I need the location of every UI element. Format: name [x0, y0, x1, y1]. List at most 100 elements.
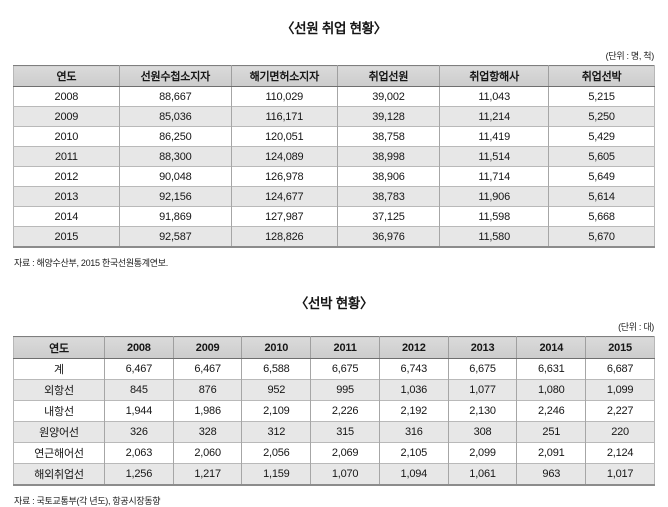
value-cell: 38,998 — [336, 146, 440, 167]
table-row: 2012 90,048 126,978 38,906 11,714 5,649 — [13, 166, 655, 187]
column-header: 2011 — [310, 336, 380, 359]
row-label-cell: 계 — [13, 358, 105, 380]
value-cell: 38,906 — [336, 166, 440, 187]
value-cell: 2,069 — [310, 442, 380, 464]
value-cell: 995 — [310, 379, 380, 401]
value-cell: 1,256 — [104, 463, 174, 485]
value-cell: 5,215 — [548, 86, 655, 107]
table-row: 외항선 845 876 952 995 1,036 1,077 1,080 1,099 — [13, 379, 655, 401]
value-cell: 116,171 — [230, 106, 338, 127]
table-row: 2009 85,036 116,171 39,128 11,214 5,250 — [13, 106, 655, 127]
value-cell: 6,588 — [241, 358, 311, 380]
table-row: 연근해어선 2,063 2,060 2,056 2,069 2,105 2,099 2,091… — [13, 442, 655, 464]
column-header: 연도 — [13, 336, 105, 359]
value-cell: 308 — [447, 421, 517, 443]
value-cell: 2,091 — [516, 442, 586, 464]
column-header: 2009 — [172, 336, 242, 359]
row-label-cell: 2012 — [13, 166, 120, 187]
row-label-cell: 외항선 — [13, 379, 105, 401]
header-row: 연도 2008 2009 2010 2011 2012 2013 2014 2015 — [13, 336, 655, 359]
column-header: 2008 — [104, 336, 174, 359]
row-label-cell: 2011 — [13, 146, 120, 167]
value-cell: 11,214 — [439, 106, 549, 127]
table-row: 2011 88,300 124,089 38,998 11,514 5,605 — [13, 146, 655, 167]
value-cell: 11,598 — [439, 206, 549, 227]
row-label-cell: 연근해어선 — [13, 442, 105, 464]
value-cell: 2,063 — [104, 442, 174, 464]
value-cell: 128,826 — [230, 226, 338, 247]
value-cell: 1,986 — [172, 400, 242, 422]
table1-title: 〈선원 취업 현황〉 — [280, 21, 388, 36]
value-cell: 312 — [241, 421, 311, 443]
value-cell: 845 — [104, 379, 174, 401]
table-row: 해외취업선 1,256 1,217 1,159 1,070 1,094 1,061 963 1,… — [13, 463, 655, 485]
value-cell: 36,976 — [336, 226, 440, 247]
value-cell: 92,587 — [118, 226, 232, 247]
value-cell: 1,094 — [378, 463, 449, 485]
ship-status-section: 〈선박 현황〉 (단위 : 대) 연도 2008 2009 2010 2011 2012 2… — [0, 269, 668, 507]
table-row: 내항선 1,944 1,986 2,109 2,226 2,192 2,130 2,246 2,… — [13, 400, 655, 422]
column-header: 해기면허소지자 — [230, 65, 338, 87]
value-cell: 251 — [516, 421, 586, 443]
value-cell: 11,714 — [439, 166, 549, 187]
value-cell: 6,467 — [104, 358, 174, 380]
column-header: 2013 — [447, 336, 517, 359]
table-row: 2015 92,587 128,826 36,976 11,580 5,670 — [13, 226, 655, 247]
value-cell: 5,250 — [548, 106, 655, 127]
value-cell: 127,987 — [230, 206, 338, 227]
row-label-cell: 2014 — [13, 206, 120, 227]
value-cell: 1,061 — [447, 463, 517, 485]
value-cell: 5,649 — [548, 166, 655, 187]
seafarer-employment-section: 〈선원 취업 현황〉 (단위 : 명, 척) 연도 선원수첩소지자 해기면허소지자 취… — [13, 21, 655, 268]
value-cell: 5,670 — [548, 226, 655, 247]
value-cell: 6,467 — [172, 358, 242, 380]
value-cell: 876 — [172, 379, 242, 401]
column-header: 취업선박 — [548, 65, 655, 87]
value-cell: 120,051 — [230, 126, 338, 147]
value-cell: 2,192 — [378, 400, 449, 422]
value-cell: 326 — [104, 421, 174, 443]
value-cell: 1,099 — [585, 379, 655, 401]
value-cell: 6,675 — [447, 358, 517, 380]
value-cell: 315 — [310, 421, 380, 443]
column-header: 2012 — [378, 336, 449, 359]
value-cell: 11,580 — [439, 226, 549, 247]
value-cell: 2,246 — [516, 400, 586, 422]
seafarer-employment-table: 연도 선원수첩소지자 해기면허소지자 취업선원 취업항해사 취업선박 2008 88,667 1… — [13, 65, 655, 248]
value-cell: 328 — [172, 421, 242, 443]
value-cell: 5,614 — [548, 186, 655, 207]
document-page: 〈선원 취업 현황〉 (단위 : 명, 척) 연도 선원수첩소지자 해기면허소지자 취… — [13, 21, 655, 506]
value-cell: 1,077 — [447, 379, 517, 401]
ship-status-table: 연도 2008 2009 2010 2011 2012 2013 2014 2015 계 6,467… — [13, 336, 655, 486]
value-cell: 316 — [378, 421, 449, 443]
table-row: 2014 91,869 127,987 37,125 11,598 5,668 — [13, 206, 655, 227]
value-cell: 2,124 — [585, 442, 655, 464]
value-cell: 11,514 — [439, 146, 549, 167]
value-cell: 220 — [585, 421, 655, 443]
value-cell: 38,783 — [336, 186, 440, 207]
value-cell: 6,743 — [378, 358, 449, 380]
value-cell: 2,060 — [172, 442, 242, 464]
value-cell: 5,668 — [548, 206, 655, 227]
row-label-cell: 2010 — [13, 126, 120, 147]
column-header: 취업항해사 — [439, 65, 549, 87]
column-header: 취업선원 — [336, 65, 440, 87]
row-label-cell: 2013 — [13, 186, 120, 207]
value-cell: 126,978 — [230, 166, 338, 187]
value-cell: 11,906 — [439, 186, 549, 207]
column-header: 2014 — [516, 336, 586, 359]
header-row: 연도 선원수첩소지자 해기면허소지자 취업선원 취업항해사 취업선박 — [13, 65, 655, 87]
value-cell: 124,677 — [230, 186, 338, 207]
value-cell: 1,944 — [104, 400, 174, 422]
table2-title: 〈선박 현황〉 — [294, 296, 374, 311]
value-cell: 5,605 — [548, 146, 655, 167]
value-cell: 6,631 — [516, 358, 586, 380]
row-label-cell: 원양어선 — [13, 421, 105, 443]
row-label-cell: 내항선 — [13, 400, 105, 422]
table-row: 2008 88,667 110,029 39,002 11,043 5,215 — [13, 86, 655, 107]
value-cell: 2,130 — [447, 400, 517, 422]
column-header: 선원수첩소지자 — [118, 65, 232, 87]
value-cell: 39,128 — [336, 106, 440, 127]
value-cell: 2,109 — [241, 400, 311, 422]
value-cell: 11,043 — [439, 86, 549, 107]
